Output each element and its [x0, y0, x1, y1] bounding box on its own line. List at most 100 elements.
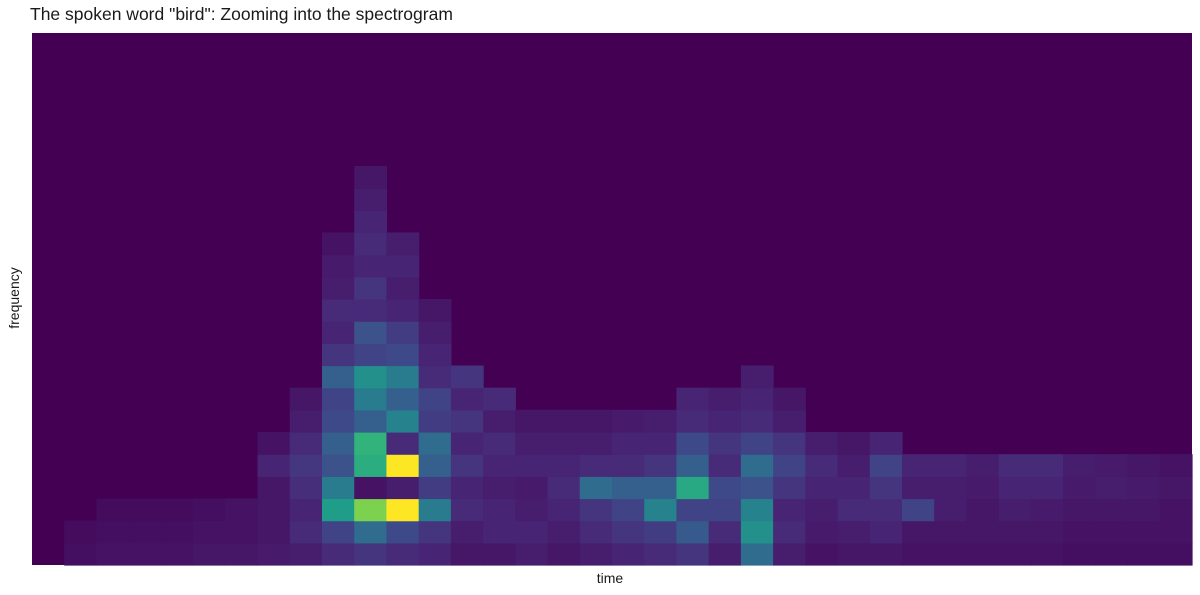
heatmap-cell [547, 409, 581, 433]
heatmap-cell [805, 542, 839, 566]
heatmap-cell [773, 432, 806, 455]
heatmap-cell [966, 454, 1000, 477]
heatmap-cell [418, 454, 452, 477]
heatmap-cell [257, 520, 291, 544]
heatmap-cell [612, 520, 645, 544]
heatmap-cell [579, 498, 613, 522]
heatmap-cell [450, 520, 484, 544]
heatmap-cell [805, 432, 839, 455]
heatmap-cell [354, 321, 388, 344]
heatmap-cell [998, 520, 1032, 544]
heatmap-cell [1030, 498, 1064, 522]
heatmap-cell [579, 432, 613, 455]
heatmap-cell [450, 542, 484, 566]
heatmap-cell [966, 520, 1000, 544]
heatmap-cell [547, 432, 581, 455]
heatmap-cell [708, 454, 742, 477]
heatmap-cell [289, 409, 323, 433]
heatmap-cell [418, 476, 452, 500]
heatmap-cell [225, 542, 259, 566]
heatmap-cell [708, 498, 742, 522]
heatmap-cell [547, 498, 581, 522]
heatmap-cell [418, 432, 452, 455]
heatmap-cell [354, 454, 388, 477]
heatmap-cell [354, 254, 388, 278]
heatmap-cell [128, 498, 162, 522]
heatmap-cell [418, 343, 452, 367]
heatmap-cells [64, 166, 1193, 566]
heatmap-cell [612, 409, 645, 433]
heatmap-cell [386, 254, 420, 278]
heatmap-cell [1063, 476, 1096, 500]
heatmap-cell [322, 254, 355, 278]
heatmap-cell [740, 365, 774, 389]
heatmap-cell [805, 498, 839, 522]
heatmap-cell [354, 476, 388, 500]
heatmap-cell [354, 498, 388, 522]
heatmap-cell [322, 432, 355, 455]
heatmap-cell [676, 409, 710, 433]
heatmap-cell [289, 454, 323, 477]
heatmap-cell [483, 542, 516, 566]
heatmap-cell [547, 476, 581, 500]
heatmap-cell [708, 409, 742, 433]
heatmap-cell [257, 542, 291, 566]
heatmap-cell [644, 409, 678, 433]
heatmap-cell [869, 454, 903, 477]
heatmap-cell [483, 432, 516, 455]
heatmap-cell [708, 387, 742, 411]
heatmap-cell [386, 321, 420, 344]
heatmap-cell [322, 520, 355, 544]
heatmap-cell [708, 432, 742, 455]
heatmap-cell [483, 409, 516, 433]
heatmap-cell [547, 542, 581, 566]
heatmap-cell [1030, 476, 1064, 500]
heatmap-cell [805, 520, 839, 544]
heatmap-cell [354, 520, 388, 544]
heatmap-cell [869, 542, 903, 566]
heatmap-cell [483, 454, 516, 477]
heatmap-cell [676, 520, 710, 544]
heatmap-cell [322, 476, 355, 500]
heatmap-cell [322, 321, 355, 344]
heatmap-cell [354, 365, 388, 389]
heatmap-cell [515, 454, 549, 477]
heatmap-cell [740, 387, 774, 411]
heatmap-cell [837, 520, 871, 544]
heatmap-cell [289, 432, 323, 455]
heatmap-cell [902, 498, 935, 522]
heatmap-cell [450, 454, 484, 477]
heatmap-cell [902, 476, 935, 500]
heatmap-cell [966, 498, 1000, 522]
heatmap-cell [128, 520, 162, 544]
heatmap-cell [1159, 520, 1193, 544]
heatmap-cell [1030, 542, 1064, 566]
heatmap-cell [322, 365, 355, 389]
heatmap-cell [579, 454, 613, 477]
heatmap-cell [257, 498, 291, 522]
heatmap-cell [1127, 476, 1161, 500]
heatmap-cell [450, 476, 484, 500]
heatmap-cell [515, 476, 549, 500]
heatmap-cell [869, 498, 903, 522]
heatmap-cell [64, 542, 98, 566]
heatmap-cell [579, 476, 613, 500]
heatmap-cell [1127, 520, 1161, 544]
heatmap-cell [1127, 498, 1161, 522]
heatmap-cell [386, 365, 420, 389]
heatmap-cell [998, 454, 1032, 477]
heatmap-cell [644, 542, 678, 566]
heatmap-cell [322, 232, 355, 256]
heatmap-cell [354, 166, 388, 189]
heatmap-cell [547, 454, 581, 477]
heatmap-cell [386, 343, 420, 367]
heatmap-cell [386, 454, 420, 477]
heatmap-cell [934, 542, 968, 566]
heatmap-cell [934, 476, 968, 500]
heatmap-cell [740, 542, 774, 566]
heatmap-cell [547, 520, 581, 544]
heatmap-cell [450, 498, 484, 522]
heatmap-cell [354, 409, 388, 433]
heatmap-cell [257, 432, 291, 455]
heatmap-cell [676, 476, 710, 500]
